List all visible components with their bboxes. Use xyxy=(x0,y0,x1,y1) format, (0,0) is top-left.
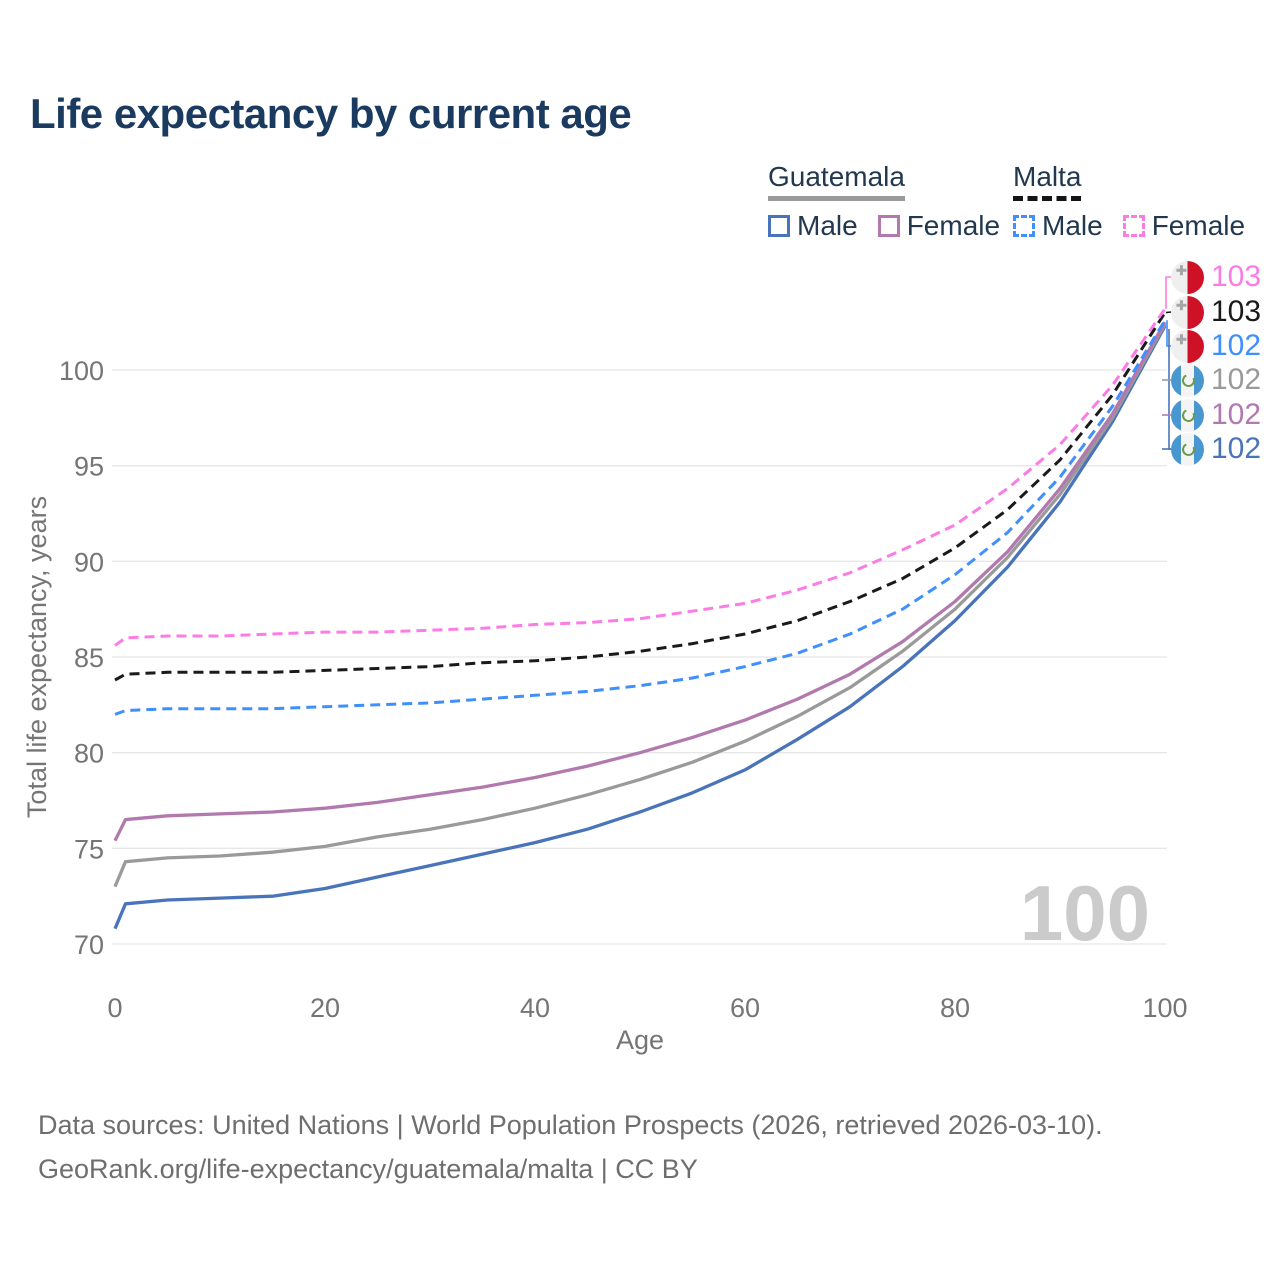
legend-item-malta-male[interactable]: Male xyxy=(1013,210,1103,242)
y-axis-tick-label: 90 xyxy=(74,547,104,577)
malta-flag-icon: ✚ xyxy=(1171,260,1204,294)
legend-group-malta: Malta Male Female xyxy=(1013,161,1245,242)
dashed-line-swatch-icon xyxy=(1122,215,1145,237)
quetzal-emblem-icon xyxy=(1179,441,1197,458)
x-axis-tick-label: 60 xyxy=(730,993,760,1023)
dashed-line-swatch-icon xyxy=(1013,215,1035,237)
legend-country-malta[interactable]: Malta xyxy=(1013,161,1082,201)
x-axis-title: Age xyxy=(616,1025,664,1055)
y-axis-title: Total life expectancy, years xyxy=(22,496,52,818)
solid-line-swatch-icon xyxy=(877,215,900,237)
legend-group-guatemala: Guatemala Male Female xyxy=(768,161,1000,242)
end-label-value: 102 xyxy=(1211,363,1262,396)
legend: Guatemala Male Female Malta Male xyxy=(768,161,1280,241)
end-label-guatemala-female: 102 xyxy=(1171,398,1261,432)
legend-items-guatemala: Male Female xyxy=(768,210,1000,242)
series-line-malta[interactable] xyxy=(114,311,1167,682)
y-axis-tick-label: 100 xyxy=(59,356,104,386)
end-label-guatemala: 102 xyxy=(1171,363,1261,397)
page-title: Life expectancy by current age xyxy=(30,90,632,137)
series-line-guatemala-male[interactable] xyxy=(113,325,1167,930)
end-label-malta-male: ✚ 102 xyxy=(1171,329,1261,363)
footer-data-sources: Data sources: United Nations | World Pop… xyxy=(38,1110,1103,1140)
x-axis-tick-label: 100 xyxy=(1142,993,1187,1023)
quetzal-emblem-icon xyxy=(1179,372,1197,389)
george-cross-icon: ✚ xyxy=(1176,262,1187,278)
legend-item-guatemala-male[interactable]: Male xyxy=(768,210,858,242)
legend-items-malta: Male Female xyxy=(1013,210,1245,242)
end-label-value: 102 xyxy=(1211,432,1262,465)
x-axis-tick-label: 20 xyxy=(310,993,340,1023)
age-watermark: 100 xyxy=(1019,869,1150,957)
legend-item-malta-female[interactable]: Female xyxy=(1122,210,1246,242)
guatemala-flag-icon xyxy=(1171,363,1204,397)
footer-attribution-link[interactable]: GeoRank.org/life-expectancy/guatemala/ma… xyxy=(38,1154,698,1184)
end-label-leader-line xyxy=(1165,311,1172,314)
guatemala-flag-icon xyxy=(1171,432,1204,466)
series-line-guatemala[interactable] xyxy=(113,323,1167,888)
end-label-value: 103 xyxy=(1211,295,1262,328)
y-axis-tick-label: 95 xyxy=(74,452,104,482)
legend-item-label: Female xyxy=(906,210,1001,241)
series-line-malta-male[interactable] xyxy=(114,319,1167,716)
end-label-malta-female: ✚ 103 xyxy=(1171,260,1261,294)
y-axis-tick-label: 75 xyxy=(74,834,104,864)
malta-flag-icon: ✚ xyxy=(1171,295,1204,329)
malta-flag-icon: ✚ xyxy=(1171,329,1204,363)
legend-item-guatemala-female[interactable]: Female xyxy=(877,210,1001,242)
x-axis-tick-label: 40 xyxy=(520,993,550,1023)
x-axis-tick-label: 80 xyxy=(940,993,970,1023)
end-label-value: 103 xyxy=(1211,260,1262,293)
george-cross-icon: ✚ xyxy=(1176,297,1187,313)
y-axis-tick-label: 80 xyxy=(74,739,104,769)
end-label-value: 102 xyxy=(1211,329,1262,362)
guatemala-flag-icon xyxy=(1171,398,1204,432)
legend-country-guatemala[interactable]: Guatemala xyxy=(768,161,905,201)
y-axis-tick-label: 85 xyxy=(74,643,104,673)
legend-item-label: Male xyxy=(797,210,858,241)
series-line-guatemala-female[interactable] xyxy=(113,321,1167,842)
legend-item-label: Female xyxy=(1151,210,1246,241)
legend-item-label: Male xyxy=(1042,210,1103,241)
end-label-leader-line xyxy=(1165,276,1171,309)
footer: Data sources: United Nations | World Pop… xyxy=(38,1103,1103,1191)
end-label-malta: ✚ 103 xyxy=(1171,295,1261,329)
series-line-malta-female[interactable] xyxy=(114,307,1167,647)
end-label-value: 102 xyxy=(1211,398,1262,431)
end-label-guatemala-male: 102 xyxy=(1171,432,1261,466)
solid-line-swatch-icon xyxy=(768,215,790,237)
quetzal-emblem-icon xyxy=(1179,407,1197,424)
george-cross-icon: ✚ xyxy=(1176,331,1187,347)
y-axis-tick-label: 70 xyxy=(74,930,104,960)
x-axis-tick-label: 0 xyxy=(107,993,122,1023)
